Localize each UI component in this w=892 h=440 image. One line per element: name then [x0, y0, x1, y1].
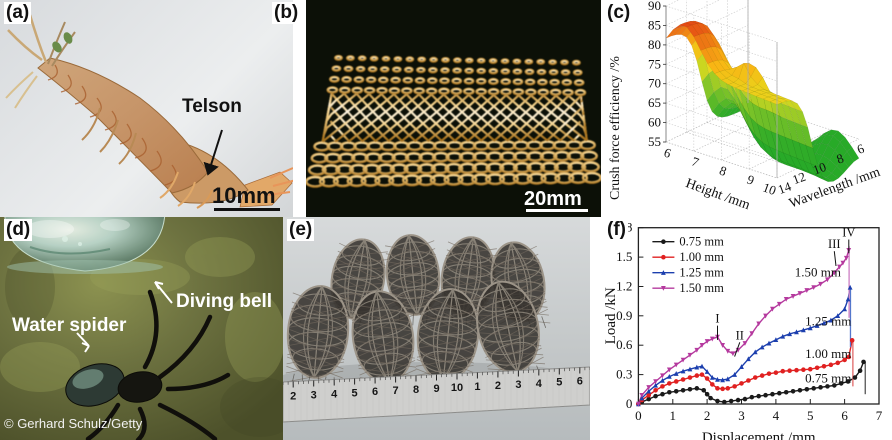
svg-text:IV: IV [842, 226, 855, 240]
svg-text:0.75 mm: 0.75 mm [679, 235, 724, 249]
svg-text:7: 7 [393, 385, 399, 397]
svg-text:5: 5 [807, 408, 814, 423]
svg-text:9: 9 [433, 383, 439, 395]
svg-text:0.3: 0.3 [616, 367, 632, 382]
svg-text:0.75 mm: 0.75 mm [805, 371, 851, 386]
svg-text:1.00 mm: 1.00 mm [805, 346, 851, 361]
svg-text:Displacement /mm: Displacement /mm [702, 430, 816, 440]
svg-text:80: 80 [648, 37, 661, 52]
svg-text:Diving bell: Diving bell [176, 291, 272, 312]
svg-text:3: 3 [311, 389, 317, 401]
svg-text:1.5: 1.5 [616, 249, 632, 264]
svg-text:1: 1 [670, 408, 677, 423]
svg-text:1.50 mm: 1.50 mm [795, 265, 841, 280]
svg-text:6: 6 [577, 376, 583, 388]
svg-text:Load /kN: Load /kN [603, 287, 619, 344]
svg-text:8: 8 [717, 163, 728, 179]
svg-text:85: 85 [648, 17, 661, 32]
svg-text:70: 70 [648, 76, 661, 91]
svg-text:60: 60 [648, 115, 661, 130]
svg-text:65: 65 [648, 95, 661, 110]
svg-text:4: 4 [773, 408, 780, 423]
svg-text:6: 6 [372, 386, 378, 398]
svg-text:Height /mm: Height /mm [684, 176, 752, 213]
svg-text:2: 2 [495, 380, 501, 392]
svg-text:II: II [736, 328, 744, 342]
svg-text:Crush force efficiency /%: Crush force efficiency /% [608, 56, 623, 200]
svg-text:Water spider: Water spider [12, 315, 127, 336]
svg-text:0: 0 [626, 396, 633, 411]
svg-text:5: 5 [556, 377, 562, 389]
svg-text:1.00 mm: 1.00 mm [679, 250, 724, 264]
svg-text:6: 6 [662, 145, 674, 161]
svg-text:1.25 mm: 1.25 mm [805, 314, 851, 329]
svg-text:4: 4 [536, 378, 543, 390]
svg-text:10: 10 [451, 382, 463, 394]
svg-text:3: 3 [738, 408, 745, 423]
svg-text:75: 75 [648, 56, 661, 71]
svg-text:III: III [828, 237, 841, 251]
svg-text:5: 5 [352, 387, 358, 399]
svg-text:7: 7 [876, 408, 883, 423]
svg-text:3: 3 [515, 379, 521, 391]
svg-text:Telson: Telson [182, 96, 242, 117]
svg-text:14: 14 [776, 178, 794, 197]
svg-text:6: 6 [841, 408, 848, 423]
svg-text:2: 2 [290, 391, 296, 403]
svg-text:20mm: 20mm [524, 188, 582, 210]
svg-text:4: 4 [331, 388, 338, 400]
svg-text:8: 8 [413, 384, 419, 396]
svg-text:© Gerhard Schulz/Getty: © Gerhard Schulz/Getty [4, 416, 143, 431]
svg-text:7: 7 [690, 154, 702, 170]
svg-text:1.25 mm: 1.25 mm [679, 266, 724, 280]
svg-text:0: 0 [635, 408, 642, 423]
svg-text:1.50 mm: 1.50 mm [679, 281, 724, 295]
svg-text:90: 90 [648, 0, 661, 13]
svg-text:55: 55 [648, 134, 661, 149]
svg-text:2: 2 [704, 408, 711, 423]
svg-text:9: 9 [745, 172, 756, 188]
svg-text:10mm: 10mm [212, 183, 276, 208]
svg-text:I: I [715, 312, 719, 326]
svg-text:1: 1 [474, 381, 480, 393]
